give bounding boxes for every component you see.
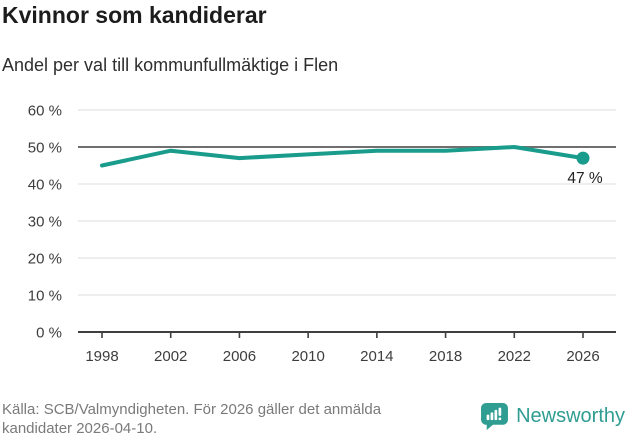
bar-2 <box>490 412 494 421</box>
y-tick-label: 60 % <box>28 103 62 120</box>
data-line <box>100 145 585 168</box>
x-tick-label: 2014 <box>360 348 393 365</box>
x-tick-label: 2022 <box>498 348 531 365</box>
x-tick-label: 1998 <box>85 348 118 365</box>
bar-1 <box>486 414 490 421</box>
x-tick-label: 2010 <box>291 348 324 365</box>
y-tick-label: 40 % <box>28 177 62 194</box>
bar-3 <box>494 409 498 421</box>
y-tick-label: 30 % <box>28 214 62 231</box>
newsworthy-wordmark: Newsworthy <box>516 405 625 427</box>
x-tick-label: 2006 <box>223 348 256 365</box>
y-tick-label: 0 % <box>36 325 62 342</box>
newsworthy-speech-bubble-bar-chart-icon <box>481 403 509 430</box>
exclamation-bar <box>498 407 502 416</box>
x-tick-label: 2026 <box>566 348 599 365</box>
y-tick-label: 10 % <box>28 288 62 305</box>
exclamation-dot <box>498 417 502 421</box>
x-tick-label: 2018 <box>429 348 462 365</box>
last-value-label: 47 % <box>567 170 603 187</box>
chart-subtitle: Andel per val till kommunfullmäktige i F… <box>2 55 339 75</box>
y-tick-label: 20 % <box>28 251 62 268</box>
y-tick-label: 50 % <box>28 140 62 157</box>
source-note: Källa: SCB/Valmyndigheten. För 2026 gäll… <box>2 401 382 437</box>
newsworthy-logo[interactable]: Newsworthy <box>480 402 625 431</box>
chart-title: Kvinnor som kandiderar <box>2 2 267 28</box>
last-data-point <box>576 151 590 165</box>
x-tick-label: 2002 <box>154 348 187 365</box>
